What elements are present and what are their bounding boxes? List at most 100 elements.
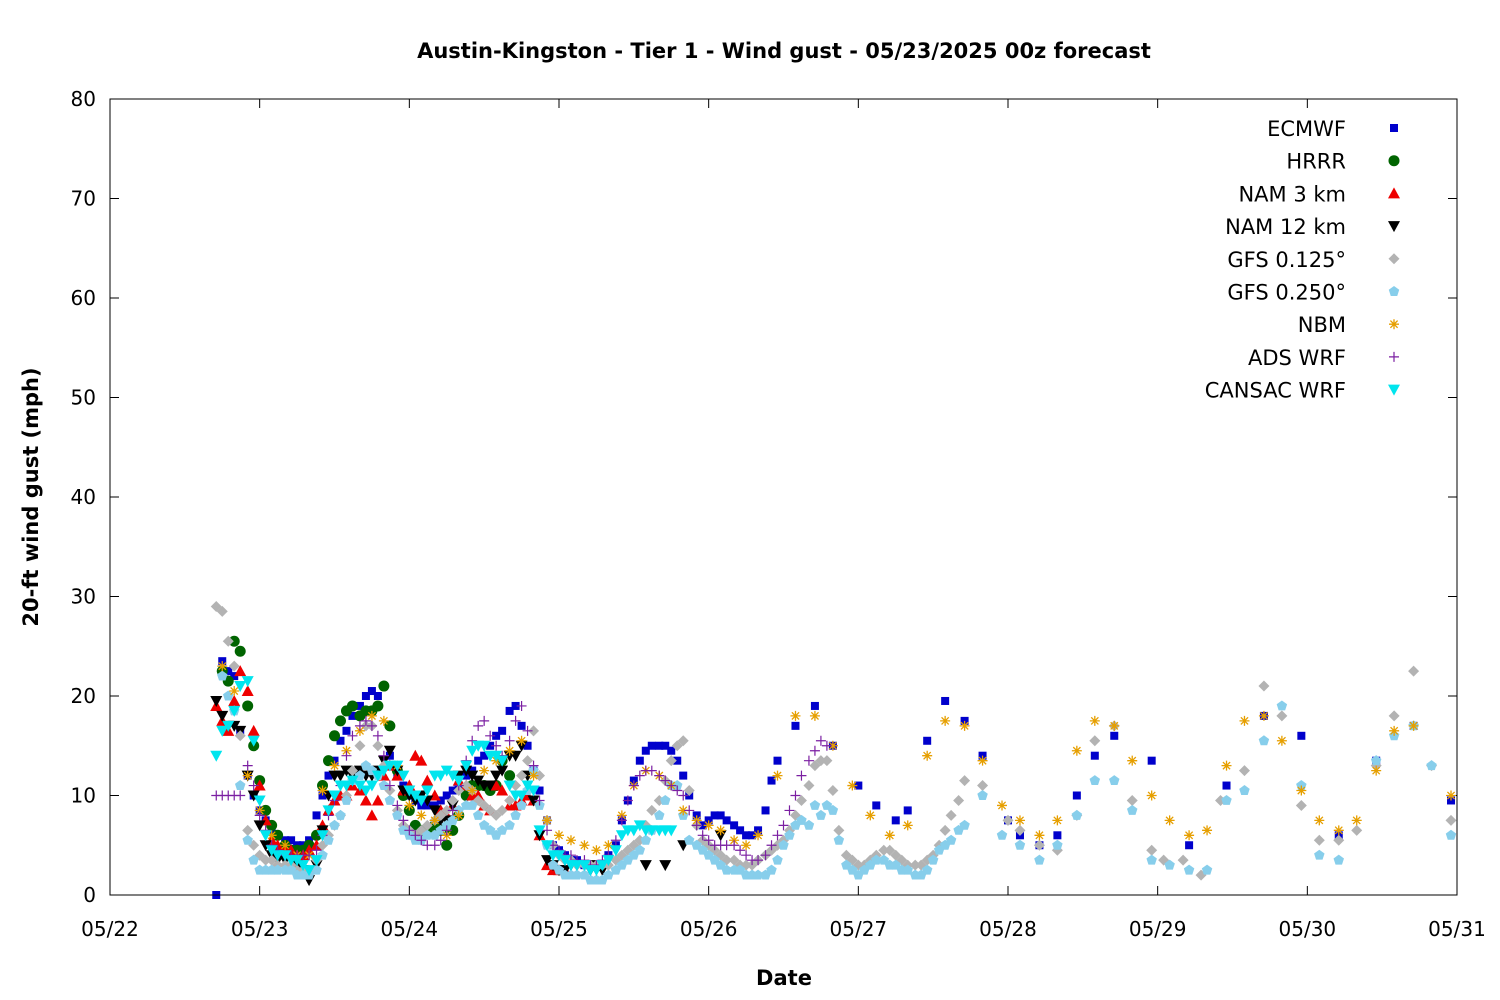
data-point [847,780,858,791]
data-point [721,864,732,875]
data-point [354,740,366,752]
data-point [903,806,912,815]
data-point [372,730,383,741]
data-point [795,794,807,806]
x-tick-label: 05/27 [830,917,888,941]
data-point [542,825,553,836]
data-point [1258,680,1270,692]
data-point [229,686,240,697]
data-point [434,770,447,782]
legend: ECMWF HRRR NAM 3 km NAM 12 km GFS 0.125° GFS … [1205,117,1400,403]
data-point [422,829,433,840]
data-point [452,775,465,787]
data-point [1089,775,1101,786]
data-point [672,785,683,796]
data-point [891,816,900,825]
data-point [355,701,364,710]
data-point [902,820,913,831]
data-point [235,790,246,801]
data-point [217,670,228,681]
legend-label: ADS WRF [1248,346,1346,370]
legend-marker [1388,286,1400,296]
data-point [384,794,396,805]
data-point [378,780,390,790]
data-point [884,830,895,841]
data-point [558,855,571,867]
y-axis-label: 20-ft wind gust (mph) [19,367,43,626]
data-point [216,710,229,722]
data-point [365,780,378,792]
data-point [472,775,485,787]
data-point [496,765,509,777]
data-point [736,826,745,835]
legend-label: NBM [1298,313,1346,337]
data-point [1258,735,1270,746]
data-point [329,730,340,742]
data-point [378,680,390,692]
data-point [730,821,739,830]
data-point [479,765,490,776]
data-point [821,740,832,751]
data-point [735,845,746,856]
data-point [939,824,951,836]
data-point [815,755,827,767]
data-point [222,720,235,732]
data-point [741,840,752,851]
data-point [609,845,622,857]
data-point [322,805,335,817]
data-point [1445,829,1457,840]
data-point [384,720,396,732]
data-point [234,665,247,677]
data-point [291,855,304,867]
data-point [959,775,971,787]
data-point [923,736,932,745]
data-point [803,755,814,766]
data-point [833,834,845,845]
data-point [496,784,509,796]
legend-marker [1389,319,1399,330]
data-point [641,746,650,755]
data-point [373,692,382,700]
data-point [447,794,459,806]
data-point [416,835,427,846]
data-point [429,840,440,851]
data-point [441,825,452,836]
data-point [1126,794,1138,806]
data-point [997,800,1008,811]
data-point [1002,814,1014,826]
data-point [596,860,609,872]
data-point [428,805,441,817]
data-point [1333,834,1345,846]
data-point [716,811,725,820]
data-point [691,820,702,831]
data-point [1201,864,1213,875]
data-point [666,780,677,791]
data-point [634,770,645,781]
data-point [223,690,234,701]
data-point [646,765,657,776]
data-point [348,711,357,720]
data-point [528,770,539,781]
data-point [541,855,554,867]
data-point [504,819,515,830]
data-point [453,810,464,821]
data-point [523,741,532,750]
data-point [772,830,783,841]
data-point [571,869,583,880]
data-point [815,735,826,746]
data-point [602,855,615,867]
data-point [242,760,253,771]
x-axis-label: Date [756,966,812,990]
data-point [259,830,272,842]
legend-label: HRRR [1286,150,1346,174]
data-point [741,850,752,861]
data-point [234,780,246,790]
data-point [766,840,777,851]
data-point [927,854,939,865]
data-point [1258,710,1269,721]
data-point [647,741,656,750]
data-point [391,760,404,772]
chart-title: Austin-Kingston - Tier 1 - Wind gust - 0… [417,39,1151,63]
data-point [1314,849,1325,860]
